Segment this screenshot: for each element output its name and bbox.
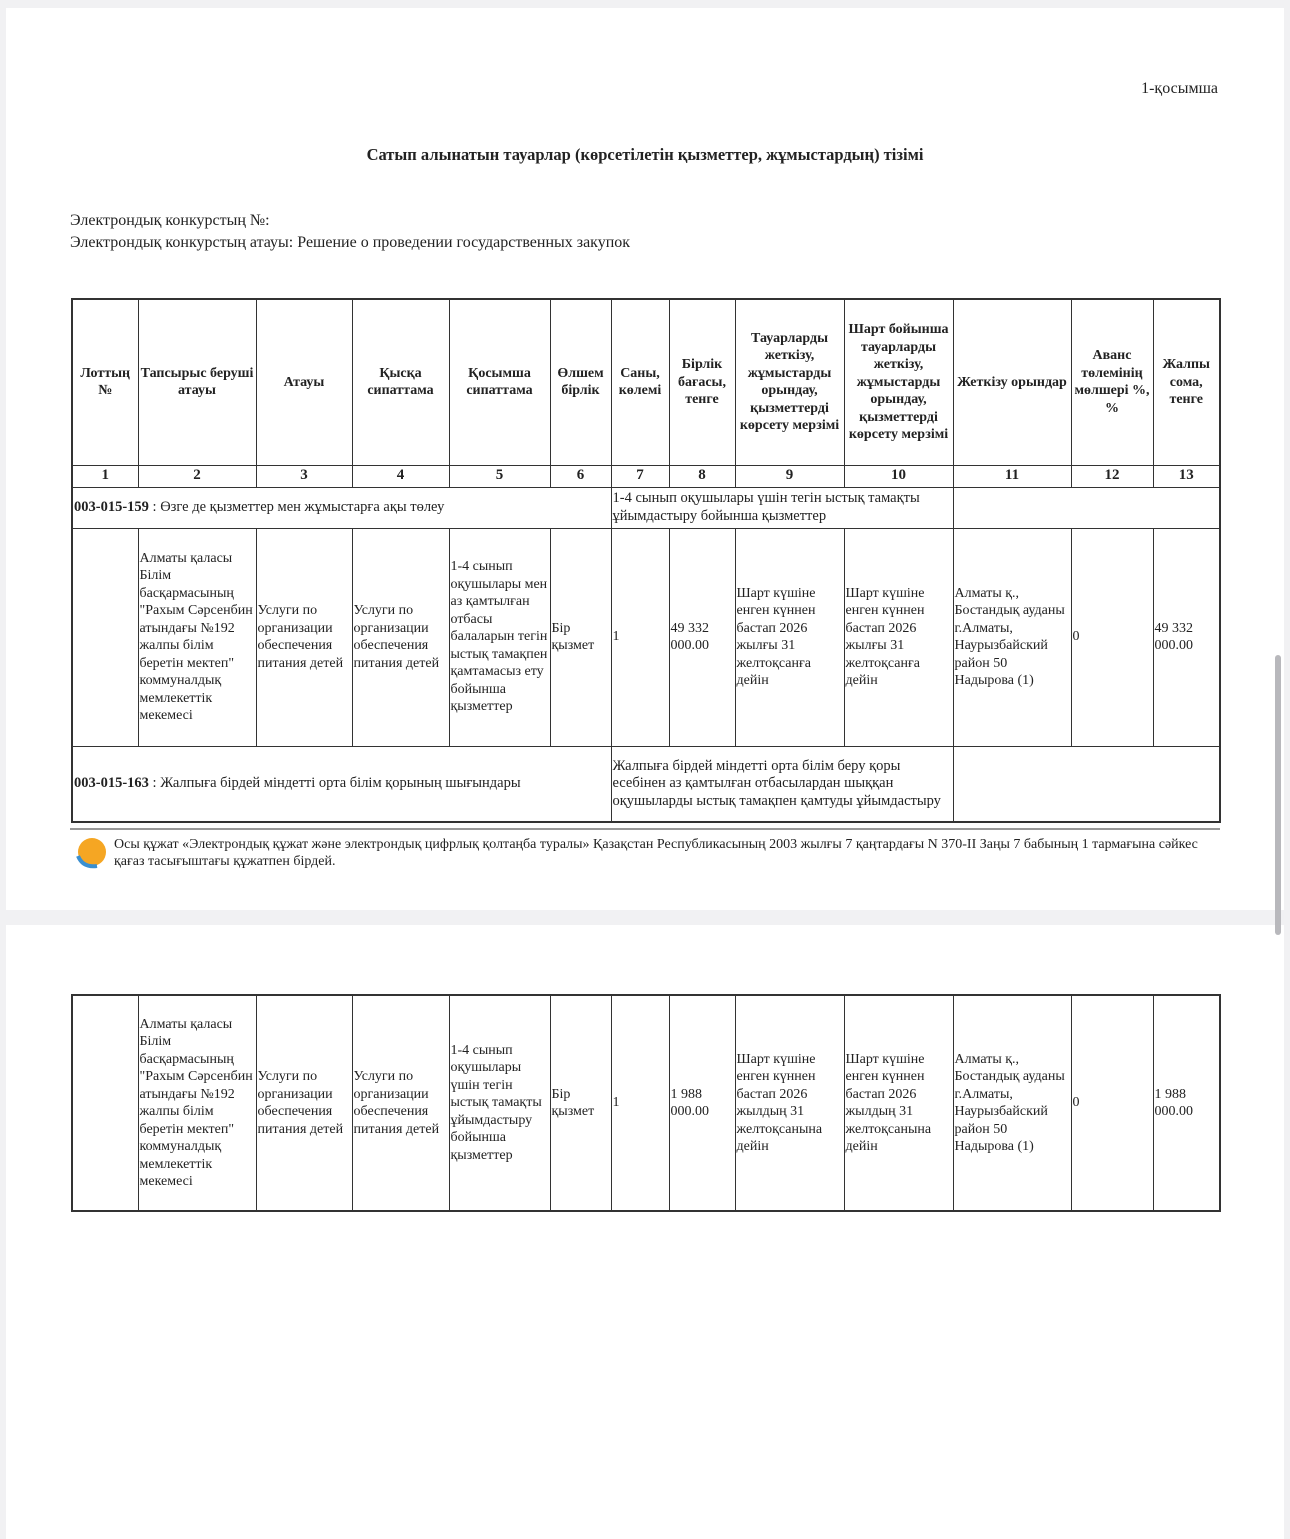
cell-quantity: 1 xyxy=(610,994,670,1212)
col-number: 9 xyxy=(734,464,845,488)
table-row: Алматы қаласы Білім басқармасының "Рахым… xyxy=(71,527,1221,747)
group-row: 003-015-159 : Өзге де қызметтер мен жұмы… xyxy=(71,486,1221,529)
col-number: 1 xyxy=(71,464,139,488)
col-number: 13 xyxy=(1152,464,1221,488)
col-number: 12 xyxy=(1070,464,1154,488)
col-number: 3 xyxy=(255,464,353,488)
col-number: 4 xyxy=(351,464,450,488)
col-number: 8 xyxy=(668,464,736,488)
cell-extra-desc: 1-4 сынып оқушылары мен аз қамтылған отб… xyxy=(448,527,551,747)
col-header: Тапсырыс беруші атауы xyxy=(137,298,257,466)
col-header: Қосымша сипаттама xyxy=(448,298,551,466)
group-name: : Өзге де қызметтер мен жұмыстарға ақы т… xyxy=(148,498,445,515)
contest-name: Электрондық конкурстың атауы: Решение о … xyxy=(70,234,631,251)
col-header: Аванс төлемінің мөлшері %, % xyxy=(1070,298,1154,466)
cell-delivery-term: Шарт күшіне енген күннен бастап 2026 жыл… xyxy=(734,994,845,1212)
cell-delivery-place: Алматы қ., Бостандық ауданы г.Алматы, На… xyxy=(952,994,1072,1212)
cell-delivery-place: Алматы қ., Бостандық ауданы г.Алматы, На… xyxy=(952,527,1072,747)
col-number: 2 xyxy=(137,464,257,488)
col-header: Өлшем бірлік xyxy=(549,298,612,466)
cell-customer: Алматы қаласы Білім басқармасының "Рахым… xyxy=(137,994,257,1212)
document-page-2: Алматы қаласы Білім басқармасының "Рахым… xyxy=(6,925,1284,1539)
cell-total: 49 332 000.00 xyxy=(1152,527,1221,747)
egov-seal-icon xyxy=(76,838,106,869)
cell-contract-term: Шарт күшіне енген күннен бастап 2026 жыл… xyxy=(843,994,954,1212)
col-number: 7 xyxy=(610,464,670,488)
group-description: 1-4 сынып оқушылары үшін тегін ыстық там… xyxy=(610,486,954,529)
col-number: 11 xyxy=(952,464,1072,488)
cell-name: Услуги по организации обеспечения питани… xyxy=(255,527,353,747)
cell-advance: 0 xyxy=(1070,994,1154,1212)
group-description: Жалпыға бірдей міндетті орта білім беру … xyxy=(610,745,954,823)
group-name: : Жалпыға бірдей міндетті орта білім қор… xyxy=(148,775,521,791)
vertical-scrollbar[interactable] xyxy=(1275,655,1281,935)
header-row: Лоттың № Тапсырыс беруші атауы Атауы Қыс… xyxy=(71,298,1221,466)
col-number: 6 xyxy=(549,464,612,488)
col-header: Шарт бойынша тауарларды жеткізу, жұмыста… xyxy=(843,298,954,466)
lots-table-continued: Алматы қаласы Білім басқармасының "Рахым… xyxy=(71,994,1221,1212)
table-row: Алматы қаласы Білім басқармасының "Рахым… xyxy=(71,994,1221,1212)
col-header: Жеткізу орындар xyxy=(952,298,1072,466)
cell-lot-number xyxy=(71,994,139,1212)
cell-quantity: 1 xyxy=(610,527,670,747)
cell-name: Услуги по организации обеспечения питани… xyxy=(255,994,353,1212)
group-row: 003-015-163 : Жалпыға бірдей міндетті ор… xyxy=(71,745,1221,823)
col-header: Тауарларды жеткізу, жұмыстарды орындау, … xyxy=(734,298,845,466)
col-number: 10 xyxy=(843,464,954,488)
document-title: Сатып алынатын тауарлар (көрсетілетін қы… xyxy=(366,145,924,164)
col-header: Атауы xyxy=(255,298,353,466)
document-page-1: 1-қосымша Сатып алынатын тауарлар (көрсе… xyxy=(6,8,1284,910)
cell-unit-price: 49 332 000.00 xyxy=(668,527,736,747)
col-header: Қысқа сипаттама xyxy=(351,298,450,466)
group-code: 003-015-163 xyxy=(74,775,149,791)
group-code: 003-015-159 xyxy=(74,498,149,515)
cell-contract-term: Шарт күшіне енген күннен бастап 2026 жыл… xyxy=(843,527,954,747)
cell-short-desc: Услуги по организации обеспечения питани… xyxy=(351,994,450,1212)
cell-unit-price: 1 988 000.00 xyxy=(668,994,736,1212)
appendix-label: 1-қосымша xyxy=(1141,80,1218,97)
signature-footer: Осы құжат «Электрондық құжат және электр… xyxy=(70,828,1220,870)
col-number: 5 xyxy=(448,464,551,488)
column-number-row: 1 2 3 4 5 6 7 8 9 10 11 12 13 xyxy=(71,464,1221,488)
cell-total: 1 988 000.00 xyxy=(1152,994,1221,1212)
col-header: Лоттың № xyxy=(71,298,139,466)
cell-delivery-term: Шарт күшіне енген күннен бастап 2026 жыл… xyxy=(734,527,845,747)
cell-lot-number xyxy=(71,527,139,747)
contest-number: Электрондық конкурстың №: xyxy=(70,212,270,229)
cell-unit: Бір қызмет xyxy=(549,527,612,747)
cell-unit: Бір қызмет xyxy=(549,994,612,1212)
cell-short-desc: Услуги по организации обеспечения питани… xyxy=(351,527,450,747)
cell-advance: 0 xyxy=(1070,527,1154,747)
col-header: Жалпы сома, тенге xyxy=(1152,298,1221,466)
lots-table: Лоттың № Тапсырыс беруші атауы Атауы Қыс… xyxy=(71,298,1221,823)
footer-text: Осы құжат «Электрондық құжат және электр… xyxy=(114,837,1198,869)
cell-extra-desc: 1-4 сынып оқушылары үшін тегін ыстық там… xyxy=(448,994,551,1212)
cell-customer: Алматы қаласы Білім басқармасының "Рахым… xyxy=(137,527,257,747)
col-header: Бірлік бағасы, тенге xyxy=(668,298,736,466)
col-header: Саны, көлемі xyxy=(610,298,670,466)
